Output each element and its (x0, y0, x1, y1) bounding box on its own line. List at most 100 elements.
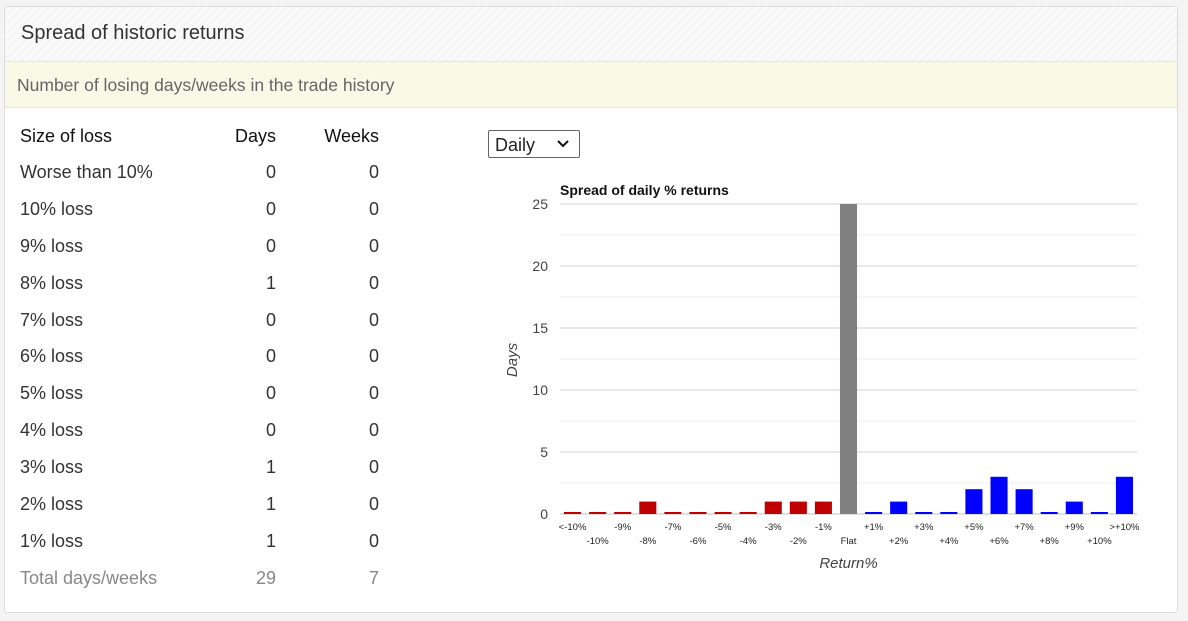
bar-16 (965, 489, 983, 514)
table-row: 1% loss 1 0 (8, 523, 379, 560)
bar-8 (764, 501, 782, 514)
header-days: Days (234, 125, 276, 146)
header-size-of-loss: Size of loss (20, 125, 113, 146)
bar-21 (1090, 512, 1108, 514)
x-tick-label: -10% (587, 536, 610, 547)
row-days: 1 (265, 272, 276, 293)
x-tick-label: +8% (1040, 536, 1060, 547)
row-weeks: 0 (368, 272, 379, 293)
row-days: 0 (265, 235, 276, 256)
bar-20 (1065, 501, 1083, 514)
table-row: 8% loss 1 0 (8, 265, 379, 302)
x-tick-label: +2% (889, 536, 909, 547)
chevron-down-icon (557, 140, 569, 148)
bar-19 (1040, 512, 1058, 514)
row-label: Worse than 10% (20, 161, 153, 182)
x-tick-label: <-10% (559, 522, 587, 533)
row-days: 0 (265, 420, 276, 441)
row-label: 5% loss (20, 383, 84, 404)
total-row: Total days/weeks 29 7 (8, 560, 379, 597)
table-row: Worse than 10% 0 0 (8, 154, 379, 191)
x-tick-label: +4% (939, 536, 959, 547)
bar-10 (814, 501, 832, 514)
y-tick-label: 15 (532, 320, 548, 336)
daily-returns-chart: 0 5 10 15 20 25 <-10%-10% -9% -8% -7% -6% -5% -4% -3%… (504, 182, 1140, 572)
header-weeks: Weeks (324, 125, 379, 146)
bar-1 (589, 512, 607, 514)
row-weeks: 0 (368, 457, 379, 478)
y-tick-label: 5 (540, 444, 548, 460)
row-weeks: 0 (368, 198, 379, 219)
x-tick-label: +10% (1087, 536, 1112, 547)
table-row: 10% loss 0 0 (8, 191, 379, 228)
row-days: 0 (265, 161, 276, 182)
losses-table: Size of loss Days Weeks Worse than 10% 0 0… (8, 118, 379, 597)
bar-22 (1115, 476, 1133, 514)
x-tick-label: -6% (690, 536, 707, 547)
row-label: Total days/weeks (20, 567, 158, 588)
x-tick-label: +7% (1014, 522, 1034, 533)
bar-0 (564, 512, 582, 514)
returns-panel: Spread of historic returns Number of los… (4, 6, 1178, 613)
bar-14 (915, 512, 933, 514)
panel-header: Spread of historic returns (5, 7, 1177, 62)
row-weeks: 0 (368, 346, 379, 367)
x-tick-label: -2% (790, 536, 807, 547)
x-tick-label: -1% (815, 522, 832, 533)
row-days: 1 (265, 530, 276, 551)
bar-6 (714, 512, 732, 514)
row-days: 0 (265, 198, 276, 219)
row-label: 7% loss (20, 309, 84, 330)
row-label: 4% loss (20, 420, 84, 441)
row-days: 1 (265, 493, 276, 514)
x-tick-label: -8% (639, 536, 656, 547)
bar-9 (789, 501, 807, 514)
row-label: 1% loss (20, 530, 84, 551)
bar-17 (990, 476, 1008, 514)
x-tick-label: -4% (740, 536, 757, 547)
row-weeks: 0 (368, 493, 379, 514)
row-days: 0 (265, 346, 276, 367)
x-tick-label: Flat (841, 536, 857, 547)
period-select[interactable]: Daily (488, 130, 580, 158)
bar-5 (689, 512, 707, 514)
table-row: 2% loss 1 0 (8, 486, 379, 523)
panel-title: Spread of historic returns (21, 22, 245, 44)
row-weeks: 0 (368, 235, 379, 256)
bar-15 (940, 512, 958, 514)
chart-title: Spread of daily % returns (560, 182, 729, 198)
bar-13 (890, 501, 908, 514)
row-days: 1 (265, 457, 276, 478)
bar-18 (1015, 489, 1033, 514)
table-row: 3% loss 1 0 (8, 449, 379, 486)
row-days: 29 (255, 567, 276, 588)
y-tick-label: 10 (532, 382, 548, 398)
x-tick-label: +6% (989, 536, 1009, 547)
bar-11 (839, 204, 858, 514)
bar-7 (739, 512, 757, 514)
x-tick-label: +1% (864, 522, 884, 533)
row-days: 0 (265, 383, 276, 404)
x-tick-label: +3% (914, 522, 934, 533)
row-label: 8% loss (20, 272, 84, 293)
table-row: 5% loss 0 0 (8, 375, 379, 412)
x-axis-label: Return% (819, 555, 877, 572)
bar-2 (614, 512, 632, 514)
row-label: 2% loss (20, 493, 84, 514)
table-header-row: Size of loss Days Weeks (8, 118, 379, 154)
period-select-value: Daily (495, 135, 536, 155)
row-label: 3% loss (20, 457, 84, 478)
bar-12 (865, 512, 883, 514)
table-row: 9% loss 0 0 (8, 228, 379, 265)
y-axis-label: Days (504, 342, 521, 377)
row-days: 0 (265, 309, 276, 330)
row-label: 9% loss (20, 235, 84, 256)
y-tick-label: 25 (532, 196, 548, 212)
bar-4 (664, 512, 682, 514)
row-weeks: 0 (368, 309, 379, 330)
y-tick-label: 20 (532, 258, 548, 274)
row-weeks: 0 (368, 161, 379, 182)
table-row: 6% loss 0 0 (8, 338, 379, 375)
table-row: 4% loss 0 0 (8, 412, 379, 449)
x-tick-label: -9% (614, 522, 631, 533)
